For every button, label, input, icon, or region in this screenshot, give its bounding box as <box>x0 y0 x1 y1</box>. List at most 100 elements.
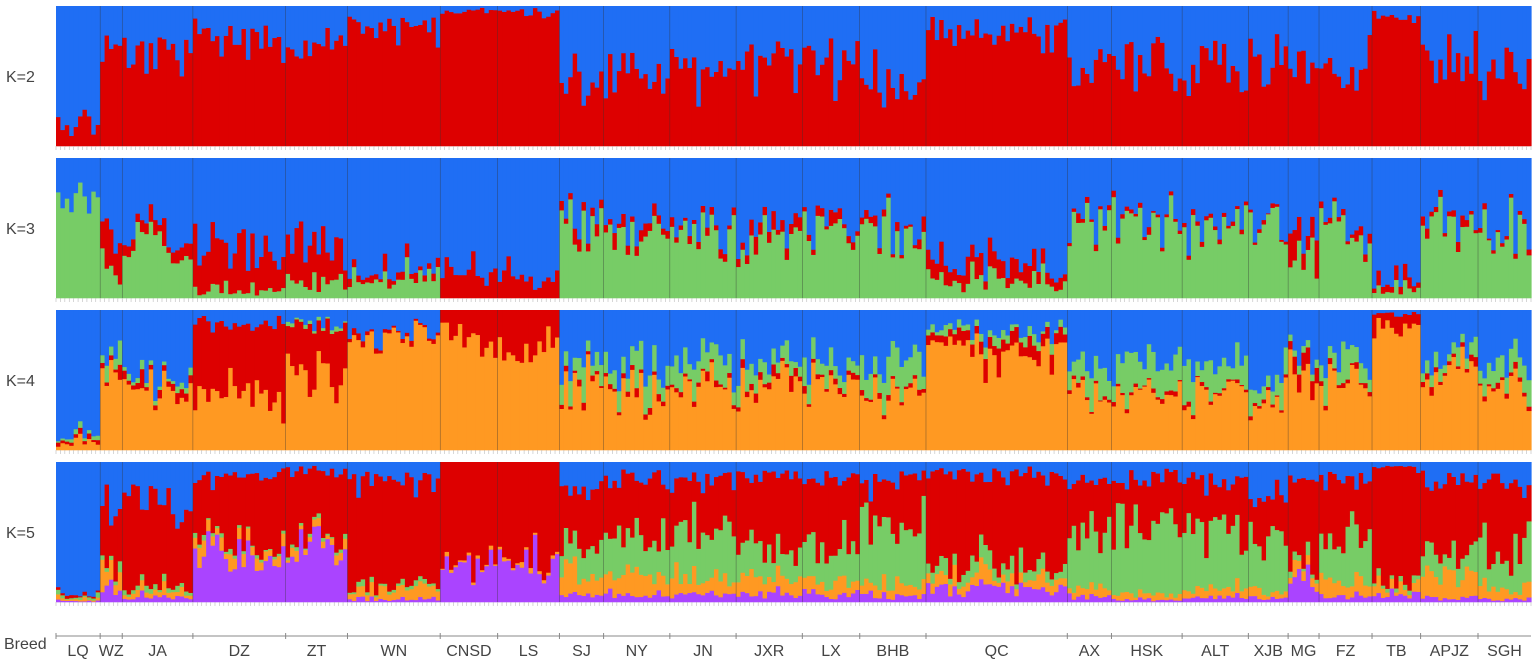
bar-JA-9-orange <box>157 398 163 451</box>
bar-AX-2-red <box>1071 208 1077 212</box>
bar-TB-1-red <box>1372 314 1378 339</box>
bar-NY-15-red <box>665 385 671 390</box>
bar-LS-3-blue <box>506 158 512 257</box>
bar-FZ-2-blue <box>1323 462 1329 491</box>
bar-QC-11-purple <box>970 584 976 603</box>
bar-ZT-14-orange <box>343 368 349 451</box>
bar-WN-9-purple <box>382 599 388 603</box>
bar-JN-11-orange <box>714 569 720 596</box>
bar-NY-13-orange <box>656 401 662 451</box>
bar-LX-8-orange <box>833 580 839 600</box>
bar-JN-4-blue <box>683 462 689 478</box>
bar-QC-30-blue <box>1054 310 1060 331</box>
bar-BHB-8-orange <box>890 378 896 451</box>
bar-BHB-7-green <box>886 517 892 591</box>
bar-QC-28-red <box>1045 24 1051 147</box>
bar-LX-3-orange <box>811 362 817 451</box>
bar-HSK-12-blue <box>1160 310 1166 370</box>
bar-WZ-4-green <box>113 275 119 299</box>
bar-QC-9-green <box>961 325 967 331</box>
bar-LX-13-red <box>855 374 861 380</box>
bar-BHB-12-orange <box>908 584 914 596</box>
bar-ZT-12-red <box>334 40 340 147</box>
bar-BHB-8-blue <box>890 310 896 342</box>
bar-NY-6-orange <box>625 564 631 594</box>
bar-LX-7-red <box>828 369 834 376</box>
bar-WN-9-orange <box>382 585 388 600</box>
bar-JXR-3-red <box>744 477 750 541</box>
bar-XJB-7-green <box>1274 529 1280 591</box>
bar-BHB-3-orange <box>868 582 874 591</box>
bar-XJB-2-green <box>1252 543 1258 587</box>
bar-DZ-16-blue <box>259 158 265 257</box>
bar-FZ-7-blue <box>1345 158 1351 242</box>
bar-JN-5-orange <box>687 583 693 594</box>
bar-QC-4-blue <box>939 6 945 20</box>
bar-CNSD-5-red <box>457 274 463 299</box>
bar-ZT-7-red <box>312 465 318 517</box>
bar-NY-5-blue <box>621 6 627 54</box>
bar-JXR-4-green <box>749 363 755 384</box>
bar-CNSD-11-orange <box>484 347 490 451</box>
bar-BHB-9-green <box>895 347 901 387</box>
bar-LS-4-blue <box>510 158 516 277</box>
bar-QC-4-orange <box>939 570 945 585</box>
bar-FZ-9-purple <box>1354 591 1360 603</box>
bar-QC-24-purple <box>1027 586 1033 603</box>
bar-JN-6-blue <box>691 6 697 58</box>
bar-QC-16-red <box>992 468 998 569</box>
bar-FZ-11-blue <box>1363 158 1369 255</box>
bar-BHB-7-red <box>886 480 892 518</box>
bar-WN-12-red <box>396 272 402 280</box>
bar-NY-10-green <box>643 386 649 415</box>
bar-JA-10-red <box>161 217 168 246</box>
bar-SGH-8-red <box>1508 482 1514 576</box>
bar-JXR-5-blue <box>753 158 759 237</box>
bar-QC-21-red <box>1014 326 1020 343</box>
bar-BHB-6-blue <box>881 310 887 383</box>
bar-MG-3-orange <box>1296 392 1302 451</box>
bar-AX-5-blue <box>1084 6 1090 74</box>
bar-BHB-8-green <box>890 257 896 299</box>
bar-SJ-9-red <box>594 87 600 147</box>
bar-SGH-12-green <box>1526 255 1532 299</box>
bar-AX-9-orange <box>1102 399 1108 451</box>
bar-APJZ-2-red <box>1425 373 1431 380</box>
bar-JN-14-blue <box>727 6 733 69</box>
bar-FZ-8-red <box>1349 234 1355 238</box>
bar-WZ-2-green <box>104 365 110 383</box>
bar-HSK-2-orange <box>1115 386 1121 451</box>
bar-DZ-8-green <box>223 280 229 299</box>
bar-JA-11-green <box>166 587 172 593</box>
bar-SJ-8-red <box>590 489 596 547</box>
bar-WN-8-orange <box>378 353 384 451</box>
bar-JN-2-green <box>674 242 680 299</box>
bar-MG-6-red <box>1310 380 1316 401</box>
bar-LX-7-green <box>828 555 834 590</box>
bar-JXR-4-blue <box>749 310 755 364</box>
bar-AX-10-red <box>1107 483 1113 517</box>
bar-WN-6-purple <box>369 596 375 603</box>
bar-DZ-19-blue <box>272 6 278 39</box>
bar-DZ-16-orange <box>259 562 265 571</box>
bar-TB-9-blue <box>1407 310 1413 316</box>
bar-NY-9-blue <box>638 310 644 341</box>
bar-ALT-10-green <box>1221 216 1227 299</box>
bar-APJZ-5-red <box>1438 189 1444 197</box>
bar-ZT-12-blue <box>334 158 340 238</box>
bar-QC-30-red <box>1054 332 1060 345</box>
bar-ZT-11-orange <box>329 386 335 451</box>
bar-LQ-2-orange <box>60 598 66 601</box>
bar-BHB-13-red <box>912 94 918 147</box>
bar-SJ-4-orange <box>572 556 578 592</box>
bar-XJB-7-green <box>1274 206 1280 299</box>
bar-LQ-4-blue <box>69 6 75 136</box>
bar-TB-5-red <box>1389 14 1395 147</box>
bar-FZ-6-purple <box>1341 594 1347 603</box>
bar-ALT-1-red <box>1182 222 1188 228</box>
bar-FZ-7-red <box>1345 475 1351 527</box>
bar-JN-2-red <box>674 387 680 393</box>
bar-XJB-1-red <box>1248 416 1254 421</box>
bar-ALT-9-green <box>1217 519 1223 591</box>
bar-JN-14-blue <box>727 158 733 226</box>
